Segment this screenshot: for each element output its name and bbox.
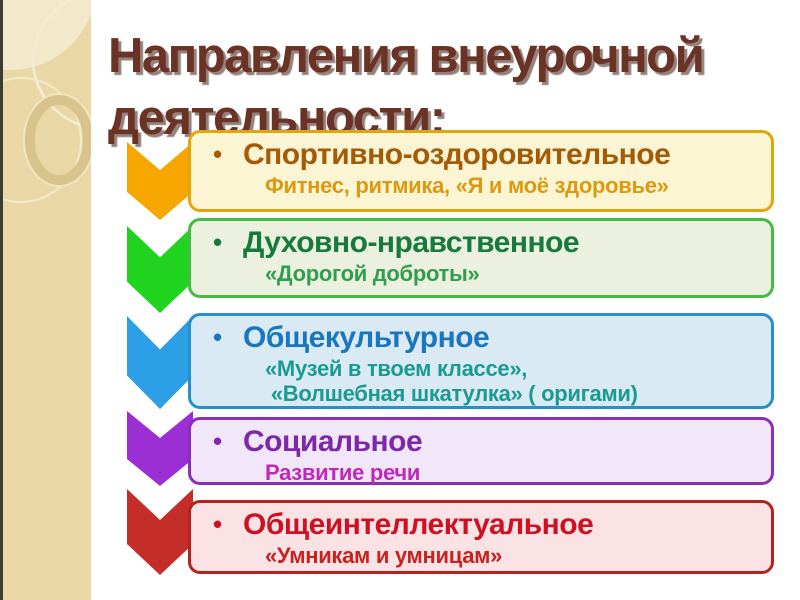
bullet-icon: • — [213, 322, 222, 352]
bullet-icon: • — [213, 509, 222, 539]
bullet-icon: • — [213, 426, 222, 456]
card-subtitle: Развитие речи — [265, 460, 421, 485]
bullet-icon: • — [213, 139, 222, 169]
slide-title-line-1: Направления внеурочной — [108, 29, 705, 83]
chevron-down-icon — [127, 226, 193, 313]
card-subtitle: Фитнес, ритмика, «Я и моё здоровье» — [265, 173, 669, 198]
chevron-down-icon — [127, 142, 193, 220]
bullet-icon: • — [213, 227, 222, 257]
card-title: Духовно-нравственное — [243, 226, 580, 259]
card-subtitle: «Умникам и умницам» — [265, 543, 503, 568]
direction-card: • Общекультурное «Музей в твоем классе», … — [188, 313, 774, 409]
direction-card: • Общеинтеллектуальное «Умникам и умницам… — [188, 500, 774, 574]
card-subtitle: «Дорогой доброты» — [265, 261, 480, 286]
direction-card: • Спортивно-оздоровительное Фитнес, ритми… — [188, 130, 774, 212]
left-decorative-strip — [0, 0, 91, 600]
card-subtitle: «Музей в твоем классе», «Волшебная шкату… — [265, 356, 638, 407]
chevron-down-icon — [127, 316, 193, 409]
chevron-down-icon — [127, 489, 193, 575]
direction-card: • Духовно-нравственное «Дорогой доброты» — [188, 218, 774, 298]
card-title: Спортивно-оздоровительное — [243, 138, 671, 171]
chevron-down-icon — [127, 411, 193, 486]
card-title: Социальное — [243, 425, 423, 458]
card-title: Общеинтеллектуальное — [243, 508, 594, 541]
direction-card: • Социальное Развитие речи — [188, 417, 774, 485]
strip-circles-decoration — [3, 0, 91, 600]
card-title: Общекультурное — [243, 321, 490, 354]
